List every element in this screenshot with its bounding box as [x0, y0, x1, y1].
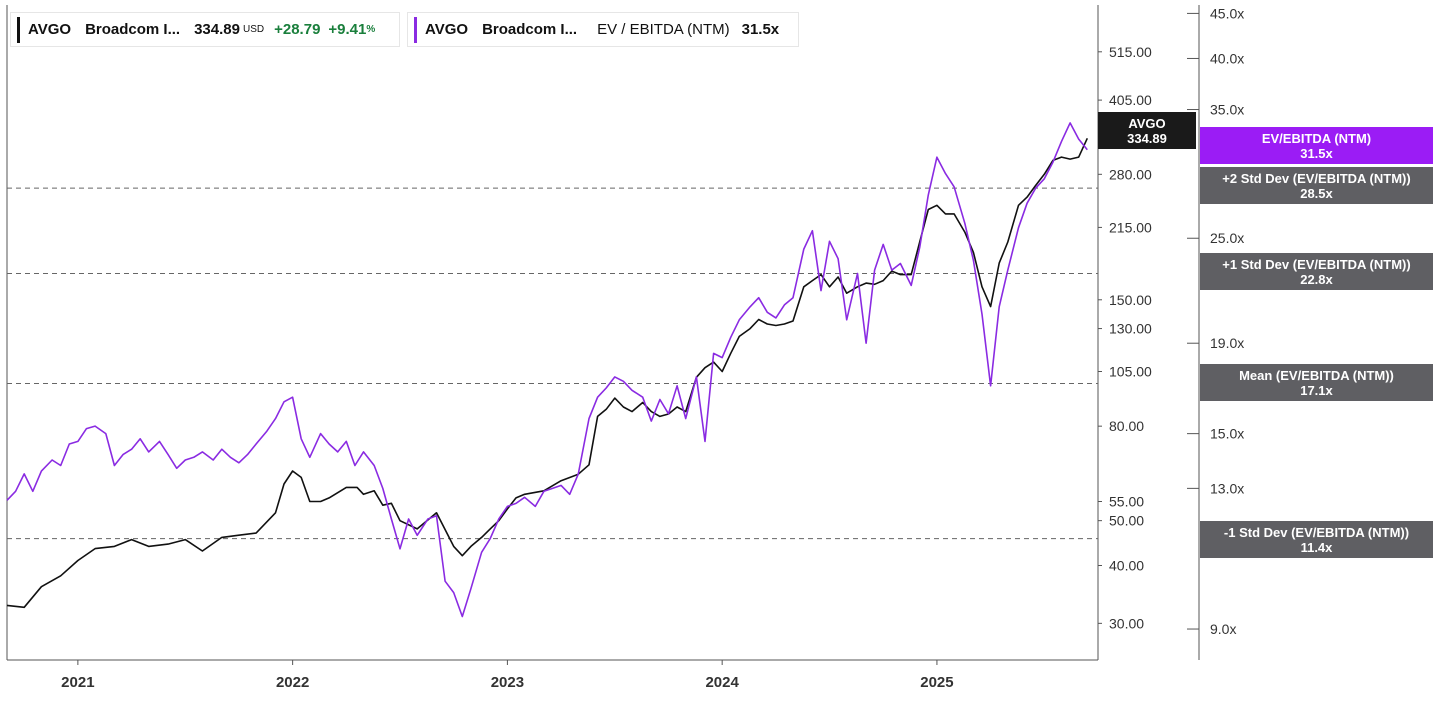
right-tick-label: 19.0x	[1210, 335, 1244, 351]
left-tick-label: 55.00	[1109, 493, 1144, 509]
left-tick-label: 405.00	[1109, 92, 1152, 108]
minus1-tag-label: -1 Std Dev (EV/EBITDA (NTM))	[1223, 524, 1410, 540]
series-layer	[6, 122, 1089, 618]
minus1-tag-value: 11.4x	[1300, 539, 1333, 555]
legend-price-ticker: AVGO	[28, 21, 72, 38]
legend-price-value: 334.89	[194, 21, 240, 38]
mean-tag: Mean (EV/EBITDA (NTM)) 17.1x	[1200, 364, 1433, 401]
right-tick-label: 45.0x	[1210, 5, 1244, 21]
x-tick-label: 2024	[705, 674, 739, 691]
reference-lines	[7, 187, 1098, 540]
left-tick-label: 105.00	[1109, 363, 1152, 379]
left-axis: 515.00 405.00 280.00 215.00 150.00 130.00 105.…	[1098, 44, 1152, 631]
left-tick-label: 40.00	[1109, 558, 1144, 574]
legend-price-change: +28.79	[274, 21, 321, 38]
plus2-tag-value: 28.5x	[1300, 185, 1333, 201]
ev-tag-value: 31.5x	[1300, 145, 1333, 161]
ev-value-tag: EV/EBITDA (NTM) 31.5x	[1200, 127, 1433, 164]
plus1-tag-value: 22.8x	[1300, 271, 1333, 287]
legend-ev-metric: EV / EBITDA (NTM)	[597, 21, 730, 38]
plus1-tag-label: +1 Std Dev (EV/EBITDA (NTM))	[1222, 256, 1411, 272]
left-tick-label: 80.00	[1109, 418, 1144, 434]
right-tick-label: 35.0x	[1210, 102, 1244, 118]
plus1-std-dev-tag: +1 Std Dev (EV/EBITDA (NTM)) 22.8x	[1200, 253, 1433, 290]
right-tick-label: 15.0x	[1210, 426, 1244, 442]
legend-price-name: Broadcom I...	[85, 21, 181, 38]
legend-ev-ticker: AVGO	[425, 21, 469, 38]
price-tag-label: AVGO	[1128, 115, 1166, 131]
legend-price[interactable]: AVGO Broadcom I... 334.89 USD +28.79 +9.…	[10, 12, 400, 47]
legend-price-currency: USD	[242, 24, 265, 35]
left-tick-label: 150.00	[1109, 292, 1152, 308]
legend-price-pct-sign: %	[366, 24, 376, 35]
left-tick-label: 280.00	[1109, 166, 1152, 182]
x-tick-label: 2025	[920, 674, 953, 691]
x-axis: 2021 2022 2023 2024 2025	[61, 660, 954, 691]
left-tick-label: 130.00	[1109, 321, 1152, 337]
ev-tag-label: EV/EBITDA (NTM)	[1261, 130, 1372, 146]
chart-frame	[6, 5, 1200, 661]
ev-swatch	[414, 16, 417, 43]
plus2-std-dev-tag: +2 Std Dev (EV/EBITDA (NTM)) 28.5x	[1200, 167, 1433, 204]
legend-ev[interactable]: AVGO Broadcom I... EV / EBITDA (NTM) 31.…	[407, 12, 799, 47]
right-tick-label: 40.0x	[1210, 50, 1244, 66]
legend-price-change-pct: +9.41	[328, 21, 367, 38]
price-value-tag: AVGO 334.89	[1098, 112, 1196, 149]
price-tag-value: 334.89	[1127, 130, 1167, 146]
price-swatch	[17, 16, 20, 43]
left-tick-label: 30.00	[1109, 615, 1144, 631]
x-tick-label: 2022	[276, 674, 309, 691]
right-tick-label: 13.0x	[1210, 480, 1244, 496]
minus1-std-dev-tag: -1 Std Dev (EV/EBITDA (NTM)) 11.4x	[1200, 521, 1433, 558]
legend-ev-value: 31.5x	[741, 21, 780, 38]
mean-tag-value: 17.1x	[1300, 382, 1333, 398]
right-axis: 45.0x 40.0x 35.0x 25.0x 19.0x 15.0x 13.0x 9.0x	[1187, 5, 1244, 637]
left-tick-label: 515.00	[1109, 44, 1152, 60]
left-tick-label: 50.00	[1109, 513, 1144, 529]
right-tick-label: 9.0x	[1210, 621, 1236, 637]
x-tick-label: 2023	[491, 674, 524, 691]
mean-tag-label: Mean (EV/EBITDA (NTM))	[1239, 367, 1394, 383]
left-tick-label: 215.00	[1109, 219, 1152, 235]
plus2-tag-label: +2 Std Dev (EV/EBITDA (NTM))	[1222, 170, 1411, 186]
right-tick-label: 25.0x	[1210, 230, 1244, 246]
legend-ev-name: Broadcom I...	[482, 21, 578, 38]
x-tick-label: 2021	[61, 674, 94, 691]
series-line-ev-ebitda	[6, 122, 1088, 618]
